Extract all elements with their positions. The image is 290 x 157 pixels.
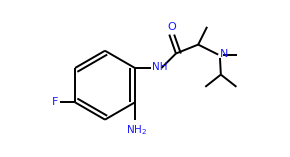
Text: F: F (52, 97, 59, 107)
Text: NH: NH (152, 62, 168, 73)
Text: O: O (167, 22, 176, 32)
Text: NH$_2$: NH$_2$ (126, 124, 148, 137)
Text: N: N (220, 49, 228, 59)
